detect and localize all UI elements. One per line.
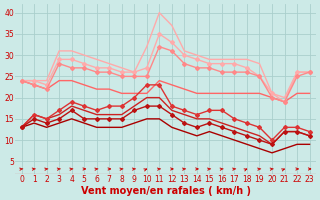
X-axis label: Vent moyen/en rafales ( km/h ): Vent moyen/en rafales ( km/h ) bbox=[81, 186, 251, 196]
